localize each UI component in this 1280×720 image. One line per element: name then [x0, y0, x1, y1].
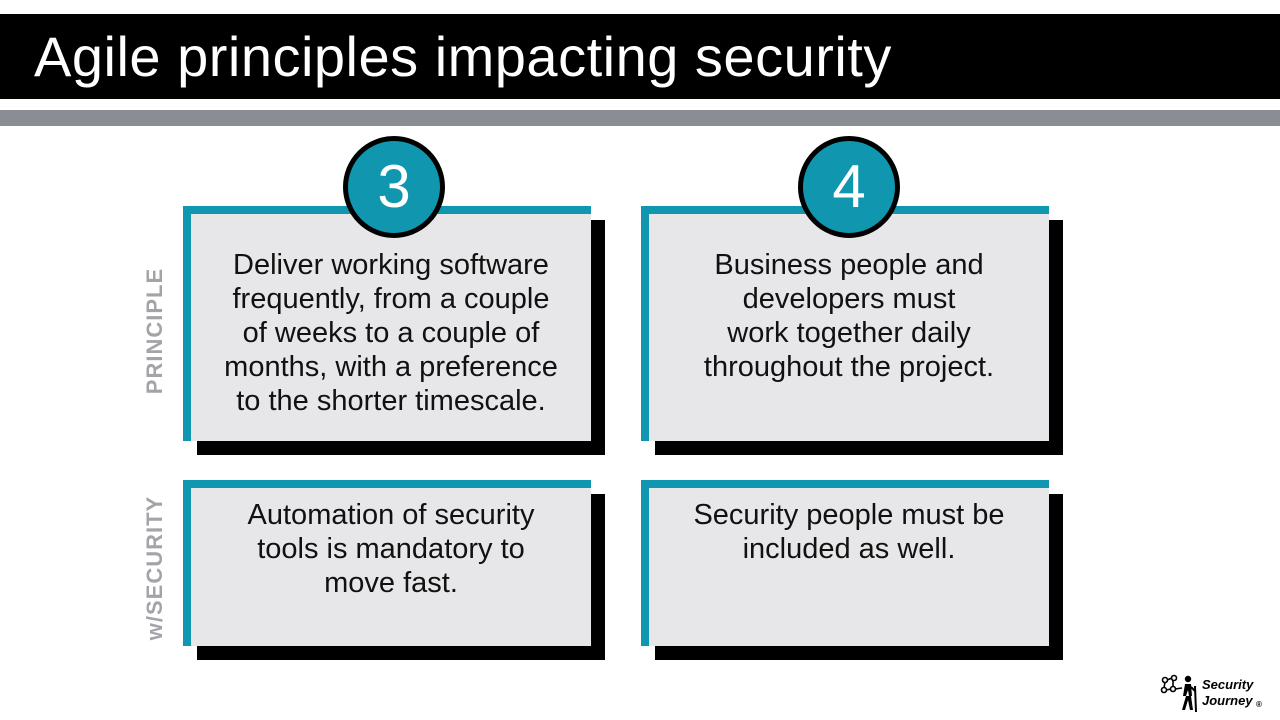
principle-3-text: Deliver working software frequently, fro… [224, 249, 558, 417]
slide-title: Agile principles impacting security [34, 25, 892, 88]
row-label-security: w/SECURITY [142, 495, 167, 641]
card-face [183, 480, 591, 646]
card-face [641, 480, 1049, 646]
security-journey-logo: Security Journey ® [1160, 674, 1266, 714]
security-3-card: Automation of security tools is mandator… [183, 480, 605, 660]
logo-text: Security Journey [1202, 677, 1254, 708]
principle-4-card: Business people and developers must work… [641, 206, 1063, 455]
divider-strip [0, 110, 1280, 126]
principle-4-text: Business people and developers must work… [703, 249, 995, 383]
title-bar: Agile principles impacting security [0, 14, 1280, 99]
registered-mark: ® [1256, 700, 1262, 709]
principle-3-number: 3 [343, 136, 445, 238]
row-label-principle: PRINCIPLE [142, 267, 167, 395]
principle-4-number: 4 [798, 136, 900, 238]
security-4-card: Security people must be included as well… [641, 480, 1063, 660]
principle-3-card: Deliver working software frequently, fro… [183, 206, 605, 455]
hiker-network-icon [1160, 674, 1197, 713]
security-4-text: Security people must be included as well… [693, 499, 1005, 565]
security-3-text: Automation of security tools is mandator… [247, 499, 535, 599]
